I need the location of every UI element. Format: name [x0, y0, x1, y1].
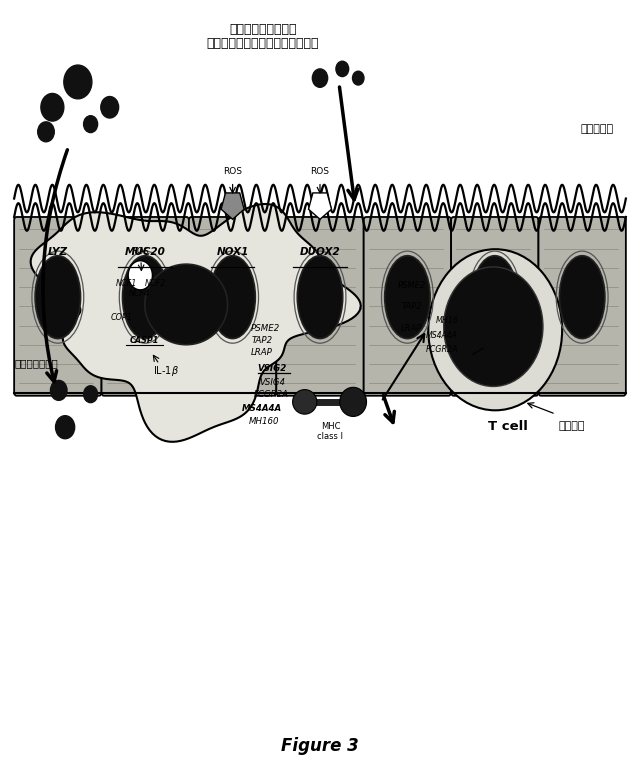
Text: Figure 3: Figure 3	[281, 737, 359, 755]
Circle shape	[64, 65, 92, 99]
Text: 上皮細胞: 上皮細胞	[559, 421, 585, 431]
Ellipse shape	[292, 390, 317, 414]
FancyBboxPatch shape	[538, 217, 626, 396]
Circle shape	[84, 116, 98, 132]
Ellipse shape	[210, 256, 255, 339]
FancyBboxPatch shape	[14, 217, 102, 396]
Circle shape	[428, 249, 562, 410]
Polygon shape	[31, 204, 361, 442]
Text: MUC20: MUC20	[125, 247, 166, 257]
FancyBboxPatch shape	[189, 217, 276, 396]
Text: DUOX2: DUOX2	[300, 247, 340, 257]
Text: NOX1: NOX1	[216, 247, 249, 257]
Ellipse shape	[385, 256, 430, 339]
Text: PSME2: PSME2	[251, 323, 280, 333]
Text: CASP1: CASP1	[130, 336, 159, 345]
Circle shape	[41, 93, 64, 121]
Text: LRAP: LRAP	[401, 323, 422, 333]
Text: FCGR2A: FCGR2A	[253, 390, 289, 400]
Circle shape	[128, 261, 152, 290]
Text: MS4A4A: MS4A4A	[426, 331, 458, 340]
Circle shape	[56, 416, 75, 439]
Text: VSIG4: VSIG4	[259, 378, 285, 387]
Circle shape	[38, 122, 54, 142]
Ellipse shape	[122, 256, 168, 339]
Text: LYZ: LYZ	[48, 247, 68, 257]
Text: 細菌産生物（ペプチドグリカン）: 細菌産生物（ペプチドグリカン）	[206, 38, 319, 51]
Text: NCF4: NCF4	[129, 290, 150, 298]
Text: VSIG2: VSIG2	[257, 363, 287, 373]
Text: MS4A4A: MS4A4A	[243, 404, 282, 413]
Text: 細菌および／または: 細菌および／または	[229, 23, 296, 36]
Text: MH16: MH16	[436, 316, 459, 325]
Text: NCF2: NCF2	[145, 280, 166, 288]
Ellipse shape	[297, 256, 343, 339]
Circle shape	[336, 62, 349, 76]
Text: COP1: COP1	[110, 313, 132, 322]
Ellipse shape	[35, 256, 81, 339]
Text: LRAP: LRAP	[251, 348, 273, 357]
Circle shape	[100, 96, 118, 118]
Text: ROS: ROS	[310, 167, 330, 176]
Text: MH160: MH160	[248, 417, 279, 427]
Text: MHC
class I: MHC class I	[317, 422, 344, 441]
FancyBboxPatch shape	[102, 217, 189, 396]
Ellipse shape	[472, 256, 518, 339]
Ellipse shape	[559, 256, 605, 339]
FancyBboxPatch shape	[364, 217, 451, 396]
Text: ROS: ROS	[223, 167, 242, 176]
Text: 管腔内粘液: 管腔内粘液	[580, 124, 614, 134]
Text: TAP2: TAP2	[401, 303, 422, 311]
Text: ROS: ROS	[131, 247, 149, 256]
Text: PSME2: PSME2	[397, 281, 426, 290]
Text: TAP2: TAP2	[251, 336, 272, 345]
Text: T cell: T cell	[488, 420, 528, 433]
Circle shape	[444, 267, 543, 387]
Circle shape	[84, 386, 98, 403]
Text: マクロファージ: マクロファージ	[14, 359, 58, 369]
FancyBboxPatch shape	[451, 217, 538, 396]
Ellipse shape	[145, 264, 228, 345]
Text: NCF1: NCF1	[116, 280, 138, 288]
Text: FCGR2A: FCGR2A	[426, 345, 458, 354]
Circle shape	[51, 380, 67, 400]
Circle shape	[312, 69, 328, 87]
Text: IL-1$\beta$: IL-1$\beta$	[153, 364, 179, 378]
Ellipse shape	[340, 387, 367, 417]
FancyBboxPatch shape	[276, 217, 364, 396]
Circle shape	[353, 71, 364, 85]
